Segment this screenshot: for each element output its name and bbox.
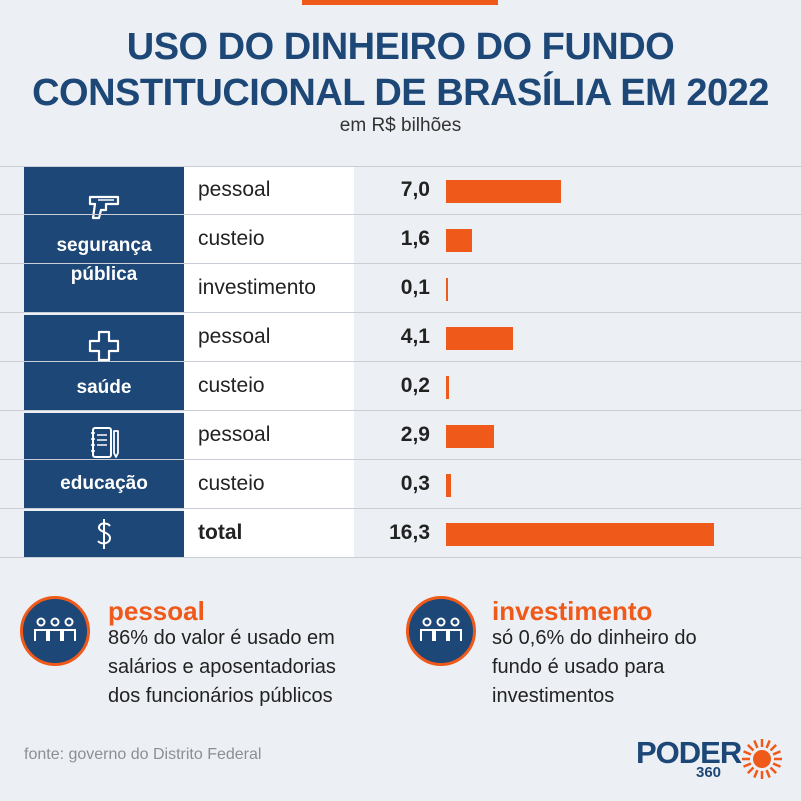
divider bbox=[24, 509, 184, 511]
note-line: salários e aposentadorias bbox=[108, 656, 336, 678]
sunburst-ray bbox=[743, 762, 752, 768]
value-label: 16,3 bbox=[389, 521, 430, 544]
bar bbox=[446, 229, 473, 252]
row-label-cell: custeio bbox=[184, 460, 354, 509]
sunburst-ray bbox=[769, 743, 778, 752]
value-label: 1,6 bbox=[400, 227, 430, 250]
top-accent-bar bbox=[302, 0, 498, 5]
note-line: fundo é usado para bbox=[492, 656, 665, 678]
divider bbox=[24, 411, 184, 413]
row-separator bbox=[0, 459, 801, 460]
sunburst-ray bbox=[753, 769, 759, 778]
note-line: investimentos bbox=[492, 685, 615, 707]
title-line-2: CONSTITUCIONAL DE BRASÍLIA EM 2022 bbox=[32, 72, 769, 114]
value-label: 7,0 bbox=[400, 178, 430, 201]
row-label: custeio bbox=[198, 374, 265, 397]
gun-icon bbox=[88, 195, 120, 220]
note-body: só 0,6% do dinheiro do fundo é usado par… bbox=[492, 624, 697, 711]
chart-subtitle: em R$ bilhões bbox=[339, 115, 462, 136]
row-label-cell: investimento bbox=[184, 264, 354, 313]
note-body: 86% do valor é usado em salários e apose… bbox=[108, 624, 336, 711]
notebook-pen-icon bbox=[91, 427, 119, 458]
bar bbox=[446, 327, 514, 350]
category-label: pública bbox=[70, 264, 138, 285]
chart-title: USO DO DINHEIRO DO FUNDO CONSTITUCIONAL … bbox=[0, 24, 801, 116]
value-label: 0,1 bbox=[400, 276, 430, 299]
data-table: segurança pública saúde educação pessoal… bbox=[0, 166, 801, 558]
row-label: pessoal bbox=[198, 178, 271, 201]
category-label: segurança bbox=[56, 235, 152, 256]
dollar-sign-icon bbox=[97, 519, 112, 549]
value-label: 2,9 bbox=[400, 423, 430, 446]
category-total bbox=[24, 511, 184, 558]
people-group-icon bbox=[34, 617, 76, 641]
note-line: 86% do valor é usado em bbox=[108, 627, 335, 649]
row-label-cell: pessoal bbox=[184, 411, 354, 460]
value-label: 4,1 bbox=[400, 325, 430, 348]
row-label: custeio bbox=[198, 227, 265, 250]
note-icon-circle bbox=[20, 596, 90, 666]
value-label: 0,2 bbox=[400, 374, 430, 397]
row-label-cell: total bbox=[184, 509, 354, 558]
bar bbox=[446, 376, 450, 399]
sunburst-ray bbox=[772, 762, 781, 768]
row-separator bbox=[0, 263, 801, 264]
row-label-cell: custeio bbox=[184, 215, 354, 264]
bar bbox=[446, 523, 714, 546]
category-label: educação bbox=[60, 473, 148, 494]
note-pessoal: pessoal 86% do valor é usado em salários… bbox=[20, 596, 400, 716]
sunburst-ray bbox=[753, 740, 759, 749]
row-separator bbox=[0, 508, 801, 509]
sunburst-ray bbox=[769, 766, 778, 775]
row-separator bbox=[0, 361, 801, 362]
bar bbox=[446, 474, 451, 497]
row-separator bbox=[0, 214, 801, 215]
sunburst-ray bbox=[765, 740, 771, 749]
sunburst-ray bbox=[765, 769, 771, 778]
row-separator bbox=[0, 166, 801, 167]
medical-cross-icon bbox=[88, 330, 120, 362]
value-label: 0,3 bbox=[400, 472, 430, 495]
row-separator bbox=[0, 312, 801, 313]
note-line: dos funcionários públicos bbox=[108, 685, 333, 707]
bar bbox=[446, 425, 494, 448]
row-separator bbox=[0, 410, 801, 411]
sunburst-ray bbox=[743, 750, 752, 756]
sunburst-ray bbox=[746, 743, 755, 752]
source-note: fonte: governo do Distrito Federal bbox=[24, 746, 262, 763]
divider bbox=[24, 313, 184, 315]
category-education: educação bbox=[24, 413, 184, 509]
bar bbox=[446, 180, 562, 203]
sunburst-ray bbox=[772, 750, 781, 756]
row-label: pessoal bbox=[198, 325, 271, 348]
row-label: pessoal bbox=[198, 423, 271, 446]
note-heading: pessoal bbox=[108, 596, 205, 626]
note-investimento: investimento só 0,6% do dinheiro do fund… bbox=[406, 596, 786, 716]
bar bbox=[446, 278, 448, 301]
row-label-cell: pessoal bbox=[184, 166, 354, 215]
row-label-cell: pessoal bbox=[184, 313, 354, 362]
sunburst-icon bbox=[742, 739, 782, 779]
category-label: saúde bbox=[76, 377, 132, 398]
note-line: só 0,6% do dinheiro do bbox=[492, 627, 697, 649]
title-line-1: USO DO DINHEIRO DO FUNDO bbox=[126, 26, 675, 68]
note-icon-circle bbox=[406, 596, 476, 666]
note-heading: investimento bbox=[492, 596, 653, 626]
poder360-logo: PODER 360 bbox=[636, 735, 786, 785]
people-group-icon bbox=[420, 617, 462, 641]
logo-text: PODER bbox=[636, 735, 742, 770]
category-security: segurança pública bbox=[24, 166, 184, 313]
row-separator bbox=[0, 557, 801, 558]
category-health: saúde bbox=[24, 315, 184, 411]
row-label-cell: custeio bbox=[184, 362, 354, 411]
row-label: investimento bbox=[198, 276, 316, 299]
row-label: total bbox=[198, 521, 243, 544]
logo-number: 360 bbox=[696, 764, 722, 781]
sunburst-ray bbox=[746, 766, 755, 775]
row-label: custeio bbox=[198, 472, 265, 495]
